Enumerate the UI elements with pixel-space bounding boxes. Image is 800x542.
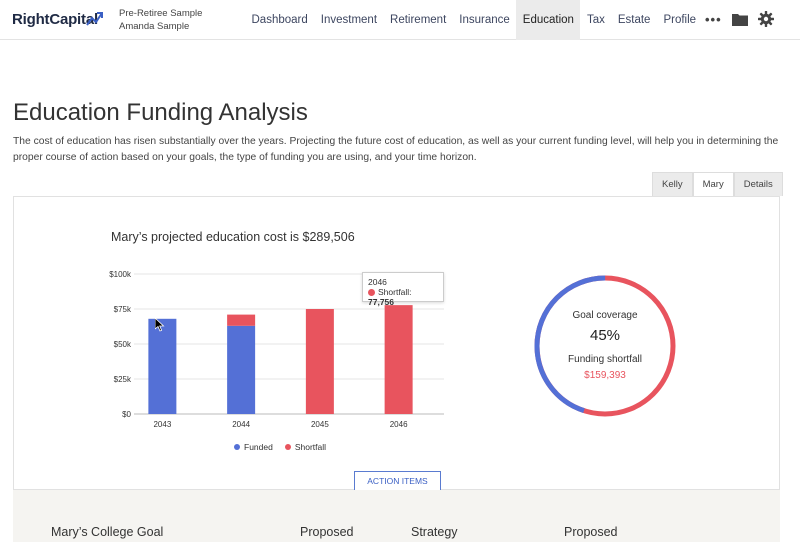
bar-funded-2043: [148, 318, 177, 414]
main-nav: Dashboard Investment Retirement Insuranc…: [245, 0, 703, 40]
bar-funded-2044: [227, 325, 256, 414]
y-tick-label: $50k: [114, 340, 132, 349]
x-tick-label: 2045: [311, 420, 329, 427]
nav-profile[interactable]: Profile: [663, 14, 697, 26]
y-tick-label: $75k: [114, 305, 132, 314]
proposed-heading-1: Proposed: [300, 525, 354, 539]
gear-icon[interactable]: [758, 11, 774, 27]
chart-legend: Funded Shortfall: [234, 442, 326, 452]
nav-retirement[interactable]: Retirement: [390, 14, 447, 26]
brand-logo[interactable]: RightCapital: [12, 11, 98, 28]
nav-education[interactable]: Education: [516, 0, 581, 40]
nav-investment[interactable]: Investment: [320, 14, 378, 26]
nav-insurance[interactable]: Insurance: [459, 14, 510, 26]
child-tabs: Kelly Mary Details: [652, 172, 783, 196]
legend-item-funded[interactable]: Funded: [234, 442, 273, 452]
funded-swatch-icon: [234, 444, 240, 450]
legend-label-funded: Funded: [244, 442, 273, 452]
action-items-button[interactable]: ACTION ITEMS: [354, 471, 441, 491]
legend-label-shortfall: Shortfall: [294, 442, 327, 452]
y-tick-label: $100k: [109, 270, 132, 279]
chart-tooltip: 2046 Shortfall: 77,756: [362, 272, 444, 307]
shortfall-dot-icon: [368, 289, 375, 296]
folder-icon[interactable]: [732, 12, 748, 26]
nav-tax[interactable]: Tax: [586, 14, 605, 26]
x-tick-label: 2044: [232, 420, 250, 427]
tooltip-label: Shortfall:: [378, 287, 412, 297]
college-goal-heading: Mary’s College Goal: [51, 525, 164, 539]
college-goal-section: Mary’s College Goal Proposed Strategy Pr…: [13, 490, 780, 542]
goal-coverage-label: Goal coverage: [572, 310, 638, 321]
bar-shortfall-2046: [384, 305, 413, 414]
tab-mary[interactable]: Mary: [692, 172, 734, 196]
client-name[interactable]: Pre-Retiree Sample Amanda Sample: [119, 7, 202, 33]
proposed-heading-2: Proposed: [564, 525, 618, 539]
donut-coverage-arc: [534, 275, 676, 417]
funding-shortfall-label: Funding shortfall: [568, 354, 642, 365]
chart-title: Mary’s projected education cost is $289,…: [111, 230, 355, 244]
page-title: Education Funding Analysis: [13, 99, 308, 126]
page-description: The cost of education has risen substant…: [13, 136, 779, 163]
funding-shortfall-value: $159,393: [584, 370, 626, 381]
strategy-heading: Strategy: [411, 525, 458, 539]
top-navigation-bar: RightCapital Pre-Retiree Sample Amanda S…: [0, 0, 800, 40]
tooltip-value: 77,756: [368, 297, 394, 307]
bar-shortfall-2044: [227, 314, 256, 326]
x-tick-label: 2043: [153, 420, 171, 427]
nav-dashboard[interactable]: Dashboard: [251, 14, 308, 26]
shortfall-swatch-icon: [284, 444, 291, 450]
mouse-cursor-icon: [155, 318, 165, 332]
education-cost-card: Mary’s projected education cost is $289,…: [13, 196, 780, 491]
more-icon[interactable]: •••: [705, 12, 722, 27]
nav-estate[interactable]: Estate: [617, 14, 651, 26]
y-tick-label: $25k: [114, 375, 132, 384]
education-cost-bar-chart: $0 $25k $50k $75k $100k 2043 2044 2045 2046: [109, 270, 444, 427]
y-tick-label: $0: [122, 410, 131, 419]
goal-coverage-donut: [534, 275, 676, 417]
bar-shortfall-2045: [305, 309, 334, 414]
client-plan-name: Pre-Retiree Sample: [119, 8, 203, 19]
goal-coverage-percent: 45%: [589, 327, 621, 344]
logo-chart-icon: [86, 12, 103, 26]
client-person-name: Amanda Sample: [119, 21, 190, 32]
x-tick-label: 2046: [390, 420, 408, 427]
tooltip-year: 2046: [368, 277, 387, 287]
tab-kelly[interactable]: Kelly: [652, 172, 693, 196]
tab-details[interactable]: Details: [733, 172, 783, 196]
legend-item-shortfall[interactable]: Shortfall: [284, 442, 327, 452]
